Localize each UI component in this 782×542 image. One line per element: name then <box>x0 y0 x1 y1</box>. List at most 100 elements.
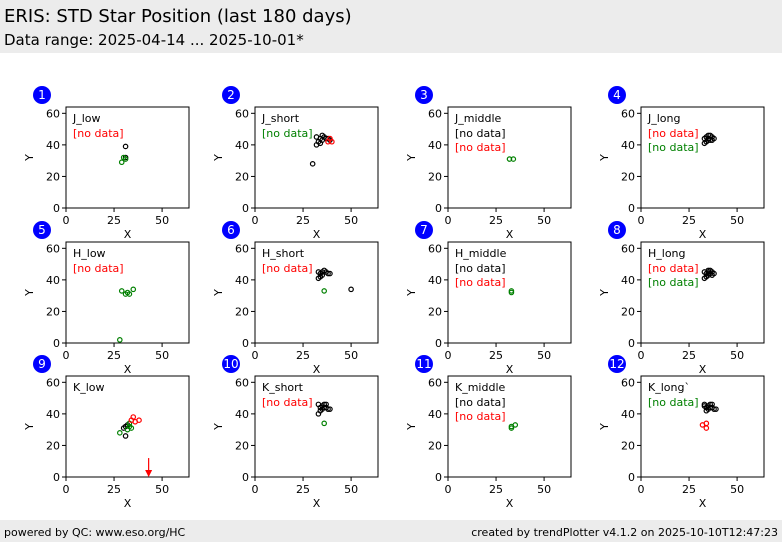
y-tick-label: 60 <box>621 242 635 255</box>
panel-number-badge <box>608 221 626 239</box>
panel-number-badge <box>33 86 51 104</box>
data-point <box>701 140 708 147</box>
data-point <box>315 275 322 282</box>
no-data-note: [no data] <box>648 127 699 140</box>
panel-name: K_short <box>262 381 304 394</box>
data-point <box>128 425 135 431</box>
x-tick-label: 50 <box>344 483 358 496</box>
data-point <box>707 137 713 143</box>
no-data-note: [no data] <box>262 127 313 140</box>
x-tick-label: 0 <box>445 483 452 496</box>
data-point <box>321 288 327 294</box>
y-tick-label: 60 <box>235 376 249 389</box>
x-tick-label: 50 <box>344 349 358 362</box>
y-axis-label: Y <box>405 154 418 162</box>
y-tick-label: 20 <box>428 439 442 452</box>
y-tick-label: 0 <box>435 202 442 215</box>
data-point <box>117 337 123 343</box>
x-axis-label: X <box>313 497 321 510</box>
panel-name: J_short <box>261 112 300 125</box>
panel-number-label: 3 <box>420 88 428 102</box>
y-tick-label: 40 <box>235 274 249 287</box>
data-point <box>327 406 333 412</box>
x-tick-label: 25 <box>296 483 310 496</box>
no-data-note: [no data] <box>648 141 699 154</box>
x-tick-label: 25 <box>296 349 310 362</box>
x-tick-label: 0 <box>252 349 259 362</box>
no-data-note: [no data] <box>455 276 506 289</box>
y-tick-label: 0 <box>242 471 249 484</box>
y-axis-label: Y <box>405 289 418 297</box>
x-tick-label: 0 <box>63 483 70 496</box>
y-axis-label: Y <box>212 289 225 297</box>
no-data-note: [no data] <box>73 127 124 140</box>
y-tick-label: 40 <box>428 408 442 421</box>
y-tick-label: 20 <box>428 170 442 183</box>
x-tick-label: 25 <box>682 349 696 362</box>
y-tick-label: 40 <box>428 139 442 152</box>
y-tick-label: 60 <box>46 242 60 255</box>
panel-number-label: 9 <box>38 357 46 371</box>
data-point <box>705 132 712 139</box>
panel-name: K_middle <box>455 381 506 394</box>
y-tick-label: 60 <box>621 107 635 120</box>
no-data-note: [no data] <box>648 276 699 289</box>
no-data-note: [no data] <box>262 262 313 275</box>
y-tick-label: 0 <box>242 337 249 350</box>
y-tick-label: 20 <box>46 170 60 183</box>
y-tick-label: 40 <box>621 408 635 421</box>
y-tick-label: 20 <box>621 170 635 183</box>
y-tick-label: 60 <box>428 107 442 120</box>
data-point <box>122 143 129 150</box>
data-point <box>321 420 327 427</box>
x-tick-label: 0 <box>638 483 645 496</box>
panel-number-badge <box>608 355 626 373</box>
x-tick-label: 0 <box>445 349 452 362</box>
x-axis-label: X <box>699 228 707 241</box>
y-tick-label: 0 <box>242 202 249 215</box>
panel-number-badge <box>415 221 433 239</box>
data-point <box>319 269 326 275</box>
y-tick-label: 60 <box>235 107 249 120</box>
panel-number-label: 5 <box>38 223 46 237</box>
x-axis-label: X <box>699 363 707 376</box>
y-tick-label: 20 <box>428 305 442 318</box>
y-axis-label: Y <box>23 423 36 431</box>
panel-name: J_long <box>647 112 680 125</box>
plot-frame <box>640 241 765 344</box>
y-tick-label: 20 <box>46 305 60 318</box>
y-tick-label: 60 <box>46 376 60 389</box>
panel-name: K_low <box>73 381 105 394</box>
data-point <box>130 414 137 420</box>
x-tick-label: 0 <box>63 214 70 227</box>
panel-number-badge <box>608 86 626 104</box>
y-tick-label: 0 <box>435 337 442 350</box>
data-point <box>348 286 354 293</box>
panel-number-badge <box>33 221 51 239</box>
plot-frame <box>447 106 572 209</box>
y-axis-label: Y <box>405 423 418 431</box>
panel-name: H_low <box>73 247 106 260</box>
data-range-subtitle: Data range: 2025-04-14 ... 2025-10-01* <box>4 31 304 49</box>
panel-name: H_middle <box>455 247 507 260</box>
y-tick-label: 40 <box>46 408 60 421</box>
panel-name: J_middle <box>454 112 502 125</box>
x-tick-label: 25 <box>107 483 121 496</box>
panel-number-badge <box>33 355 51 373</box>
x-tick-label: 50 <box>537 349 551 362</box>
y-tick-label: 40 <box>621 274 635 287</box>
x-tick-label: 25 <box>682 483 696 496</box>
data-point <box>508 425 515 431</box>
panel-name: H_short <box>262 247 305 260</box>
x-axis-label: X <box>124 363 132 376</box>
x-tick-label: 0 <box>252 483 259 496</box>
x-tick-label: 50 <box>730 483 744 496</box>
panel-number-badge <box>415 86 433 104</box>
x-axis-label: X <box>699 497 707 510</box>
x-axis-label: X <box>506 497 514 510</box>
panel-name: H_long <box>648 247 686 260</box>
y-tick-label: 40 <box>235 408 249 421</box>
panel-number-badge <box>222 86 240 104</box>
x-tick-label: 0 <box>445 214 452 227</box>
data-point <box>118 288 125 294</box>
